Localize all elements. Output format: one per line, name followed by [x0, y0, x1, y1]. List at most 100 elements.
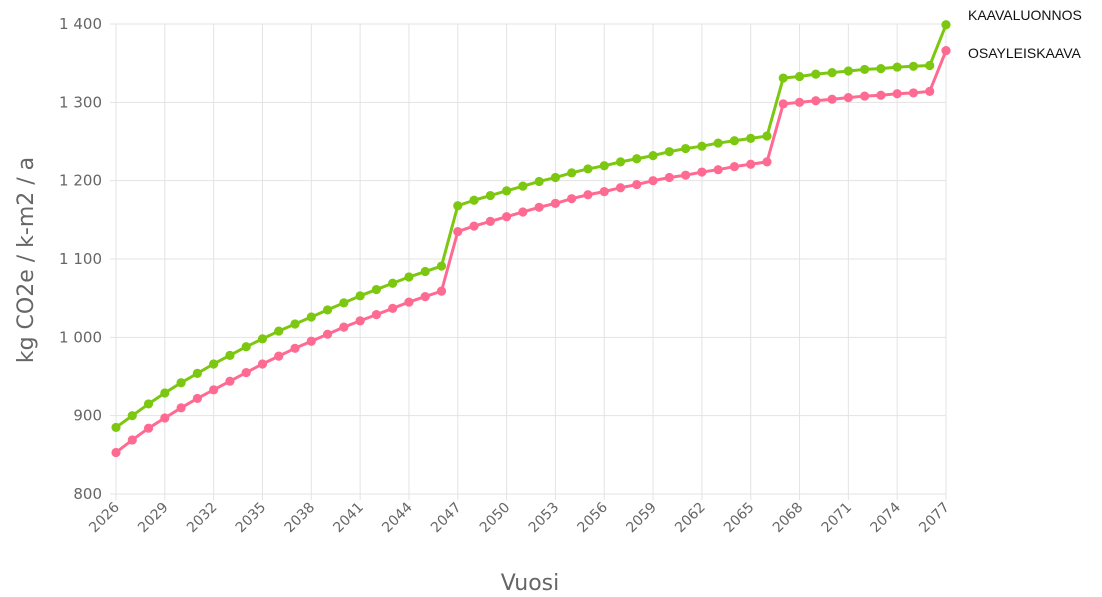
data-point[interactable] — [664, 172, 674, 183]
data-point[interactable] — [485, 190, 495, 201]
data-point[interactable] — [615, 183, 626, 193]
data-point[interactable] — [257, 359, 268, 369]
data-point[interactable] — [648, 176, 658, 186]
data-point[interactable] — [274, 326, 284, 336]
data-point[interactable] — [534, 202, 544, 212]
data-point[interactable] — [274, 351, 284, 361]
data-point[interactable] — [160, 388, 170, 398]
data-point[interactable] — [681, 143, 691, 154]
data-point[interactable] — [632, 179, 642, 190]
data-point[interactable] — [225, 376, 235, 386]
data-point[interactable] — [892, 62, 902, 72]
data-point[interactable] — [501, 212, 512, 222]
data-point[interactable] — [827, 67, 837, 78]
data-point[interactable] — [550, 198, 561, 208]
data-point[interactable] — [306, 336, 316, 346]
data-point[interactable] — [322, 329, 333, 339]
data-point[interactable] — [453, 201, 463, 211]
data-point[interactable] — [518, 207, 528, 217]
data-point[interactable] — [599, 187, 609, 197]
data-point[interactable] — [371, 284, 381, 295]
data-point[interactable] — [729, 161, 740, 172]
data-point[interactable] — [436, 286, 447, 296]
data-point[interactable] — [697, 141, 707, 151]
data-point[interactable] — [192, 393, 202, 404]
data-point[interactable] — [518, 181, 528, 191]
data-point[interactable] — [241, 367, 251, 378]
data-point[interactable] — [762, 157, 772, 167]
data-point[interactable] — [843, 66, 853, 76]
data-point[interactable] — [192, 368, 202, 378]
data-point[interactable] — [290, 343, 300, 353]
data-point[interactable] — [697, 167, 707, 177]
data-point[interactable] — [160, 413, 170, 423]
data-point[interactable] — [485, 216, 495, 226]
data-point[interactable] — [501, 186, 512, 196]
data-point[interactable] — [225, 350, 235, 360]
data-point[interactable] — [925, 86, 935, 96]
data-point[interactable] — [908, 61, 919, 71]
data-point[interactable] — [811, 96, 821, 106]
data-point[interactable] — [420, 292, 430, 302]
data-point[interactable] — [599, 161, 609, 171]
data-point[interactable] — [127, 435, 137, 445]
data-point[interactable] — [681, 170, 691, 180]
data-point[interactable] — [111, 422, 121, 433]
data-point[interactable] — [209, 385, 219, 395]
data-point[interactable] — [941, 46, 951, 56]
data-point[interactable] — [404, 272, 414, 282]
data-point[interactable] — [876, 90, 886, 100]
data-point[interactable] — [388, 278, 398, 288]
data-point[interactable] — [322, 305, 333, 315]
data-point[interactable] — [453, 226, 463, 237]
data-point[interactable] — [111, 447, 121, 458]
data-point[interactable] — [469, 195, 479, 205]
data-point[interactable] — [843, 93, 853, 103]
data-point[interactable] — [339, 322, 349, 332]
data-point[interactable] — [778, 73, 788, 83]
data-point[interactable] — [469, 221, 479, 231]
data-point[interactable] — [941, 20, 951, 30]
data-point[interactable] — [778, 99, 788, 109]
data-point[interactable] — [713, 165, 723, 175]
data-point[interactable] — [339, 298, 349, 308]
data-point[interactable] — [143, 423, 154, 433]
data-point[interactable] — [583, 190, 593, 200]
data-point[interactable] — [355, 316, 365, 326]
data-point[interactable] — [811, 69, 821, 79]
data-point[interactable] — [176, 403, 186, 413]
data-point[interactable] — [404, 297, 414, 307]
data-point[interactable] — [860, 64, 870, 75]
data-point[interactable] — [436, 261, 447, 271]
data-point[interactable] — [127, 411, 137, 421]
data-point[interactable] — [746, 159, 756, 169]
data-point[interactable] — [420, 266, 430, 277]
data-point[interactable] — [355, 291, 365, 301]
data-point[interactable] — [257, 334, 268, 344]
data-point[interactable] — [908, 88, 919, 98]
data-point[interactable] — [827, 94, 837, 104]
data-point[interactable] — [729, 136, 740, 146]
data-point[interactable] — [713, 138, 723, 148]
data-point[interactable] — [567, 168, 577, 178]
data-point[interactable] — [925, 60, 935, 71]
data-point[interactable] — [583, 164, 593, 174]
data-point[interactable] — [860, 91, 870, 101]
data-point[interactable] — [892, 89, 902, 99]
data-point[interactable] — [567, 194, 577, 204]
data-point[interactable] — [534, 176, 544, 187]
data-point[interactable] — [290, 319, 300, 329]
data-point[interactable] — [664, 147, 674, 157]
data-point[interactable] — [371, 310, 381, 320]
data-point[interactable] — [241, 342, 251, 352]
data-point[interactable] — [306, 312, 316, 322]
data-point[interactable] — [388, 303, 398, 313]
data-point[interactable] — [550, 172, 561, 183]
data-point[interactable] — [615, 157, 626, 167]
data-point[interactable] — [794, 97, 805, 107]
data-point[interactable] — [794, 71, 805, 82]
data-point[interactable] — [176, 378, 186, 388]
data-point[interactable] — [876, 64, 886, 74]
data-point[interactable] — [762, 131, 772, 141]
data-point[interactable] — [209, 359, 219, 369]
